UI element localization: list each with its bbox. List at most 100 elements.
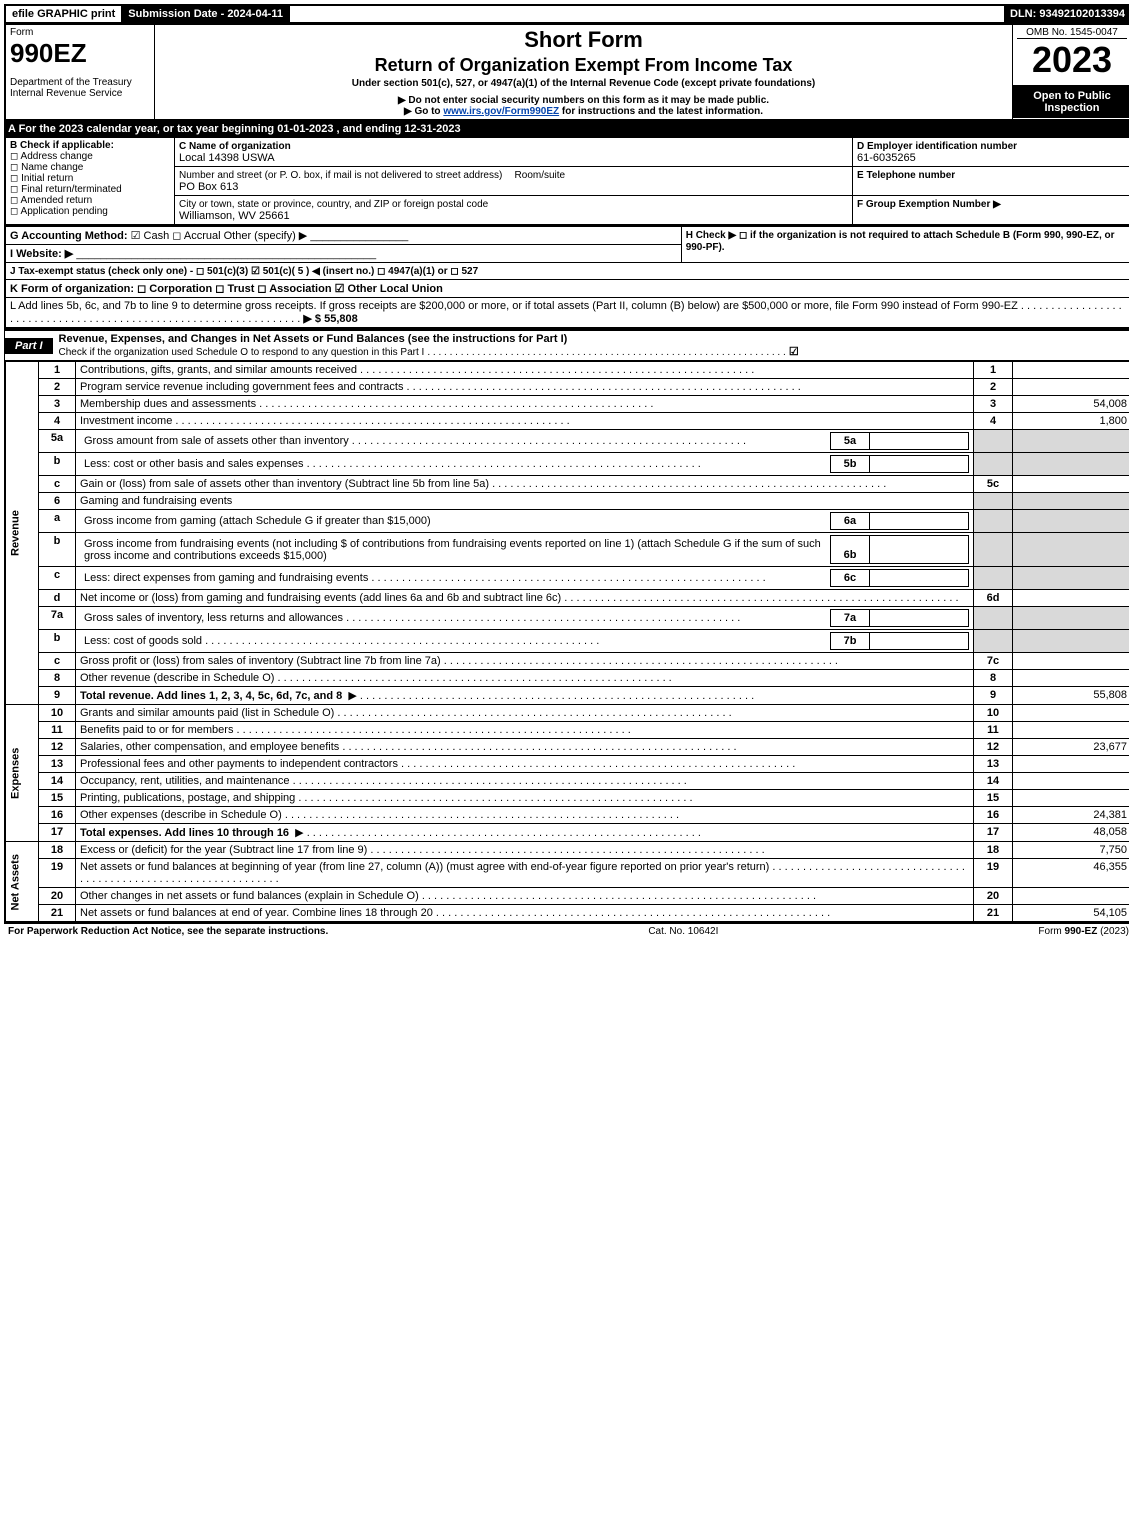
part1-sub: Check if the organization used Schedule …	[59, 347, 425, 358]
line7c-val	[1013, 653, 1129, 670]
line6a-mid: 6a	[831, 513, 870, 530]
footer-left: For Paperwork Reduction Act Notice, see …	[8, 926, 328, 937]
footer-mid: Cat. No. 10642I	[648, 926, 718, 937]
line17-val: 48,058	[1013, 824, 1129, 842]
line1-num: 1	[974, 362, 1013, 379]
line14-num: 14	[974, 773, 1013, 790]
h-label: H Check ▶ ◻ if the organization is not r…	[686, 230, 1115, 253]
line7b-text: Less: cost of goods sold	[84, 635, 202, 647]
line15-text: Printing, publications, postage, and shi…	[80, 792, 295, 804]
line21-num: 21	[974, 905, 1013, 923]
line21-val: 54,105	[1013, 905, 1129, 923]
d-label: D Employer identification number	[857, 141, 1017, 152]
line12-val: 23,677	[1013, 739, 1129, 756]
line6c-mval	[870, 570, 969, 587]
sub3-pre: ▶ Go to	[404, 106, 443, 117]
subtitle-3: ▶ Go to www.irs.gov/Form990EZ for instru…	[159, 106, 1008, 117]
line7a-mid: 7a	[831, 610, 870, 627]
chk-amended: ◻ Amended return	[10, 195, 170, 206]
irs-link[interactable]: www.irs.gov/Form990EZ	[443, 106, 559, 117]
line11-num: 11	[974, 722, 1013, 739]
k-label: K Form of organization: ◻ Corporation ◻ …	[10, 283, 443, 295]
line18-text: Excess or (deficit) for the year (Subtra…	[80, 844, 367, 856]
city-label: City or town, state or province, country…	[179, 199, 488, 210]
expenses-label: Expenses	[5, 705, 39, 842]
page-footer: For Paperwork Reduction Act Notice, see …	[4, 923, 1129, 939]
line6-text: Gaming and fundraising events	[80, 495, 232, 507]
line9-text: Total revenue. Add lines 1, 2, 3, 4, 5c,…	[80, 690, 342, 702]
line10-text: Grants and similar amounts paid (list in…	[80, 707, 334, 719]
tax-year: 2023	[1017, 39, 1127, 81]
line5c-val	[1013, 476, 1129, 493]
line12-text: Salaries, other compensation, and employ…	[80, 741, 339, 753]
g-label: G Accounting Method:	[10, 230, 128, 242]
revenue-label: Revenue	[5, 362, 39, 705]
title-short-form: Short Form	[159, 27, 1008, 53]
footer-right: Form 990-EZ (2023)	[1038, 926, 1129, 937]
subtitle-2: ▶ Do not enter social security numbers o…	[159, 95, 1008, 106]
meta-table: B Check if applicable: ◻ Address change …	[4, 137, 1129, 226]
line18-num: 18	[974, 842, 1013, 859]
line8-text: Other revenue (describe in Schedule O)	[80, 672, 274, 684]
line5b-mval	[870, 456, 969, 473]
g-cash: ☑ Cash	[131, 230, 170, 242]
line16-text: Other expenses (describe in Schedule O)	[80, 809, 282, 821]
line2-num: 2	[974, 379, 1013, 396]
sub3-post: for instructions and the latest informat…	[559, 106, 763, 117]
line17-num: 17	[974, 824, 1013, 842]
title-return: Return of Organization Exempt From Incom…	[159, 55, 1008, 76]
line13-val	[1013, 756, 1129, 773]
part1-header: Part I Revenue, Expenses, and Changes in…	[4, 329, 1129, 361]
line8-val	[1013, 670, 1129, 687]
line4-val: 1,800	[1013, 413, 1129, 430]
line6c-mid: 6c	[831, 570, 870, 587]
line3-val: 54,008	[1013, 396, 1129, 413]
line6b-mid: 6b	[831, 536, 870, 564]
g-other: Other (specify) ▶	[224, 230, 308, 242]
line2-text: Program service revenue including govern…	[80, 381, 403, 393]
line5a-mid: 5a	[831, 433, 870, 450]
line18-val: 7,750	[1013, 842, 1129, 859]
line5c-num: 5c	[974, 476, 1013, 493]
chk-final: ◻ Final return/terminated	[10, 184, 170, 195]
top-bar: efile GRAPHIC print Submission Date - 20…	[4, 4, 1129, 24]
line5b-mid: 5b	[831, 456, 870, 473]
l-amount: ▶ $ 55,808	[303, 313, 357, 325]
line15-val	[1013, 790, 1129, 807]
line9-val: 55,808	[1013, 687, 1129, 705]
line16-val: 24,381	[1013, 807, 1129, 824]
line12-num: 12	[974, 739, 1013, 756]
line7b-mval	[870, 633, 969, 650]
chk-pending: ◻ Application pending	[10, 206, 170, 217]
efile-label: efile GRAPHIC print	[6, 6, 122, 22]
line15-num: 15	[974, 790, 1013, 807]
line6a-text: Gross income from gaming (attach Schedul…	[84, 515, 431, 527]
submission-date: Submission Date - 2024-04-11	[122, 6, 290, 22]
line7a-text: Gross sales of inventory, less returns a…	[84, 612, 343, 624]
chk-initial: ◻ Initial return	[10, 173, 170, 184]
street-value: PO Box 613	[179, 181, 238, 193]
part1-title: Revenue, Expenses, and Changes in Net As…	[59, 333, 568, 345]
line13-text: Professional fees and other payments to …	[80, 758, 398, 770]
org-name: Local 14398 USWA	[179, 152, 275, 164]
line7c-text: Gross profit or (loss) from sales of inv…	[80, 655, 441, 667]
line5a-mval	[870, 433, 969, 450]
line3-text: Membership dues and assessments	[80, 398, 256, 410]
subtitle-1: Under section 501(c), 527, or 4947(a)(1)…	[159, 78, 1008, 89]
line1-text: Contributions, gifts, grants, and simila…	[80, 364, 357, 376]
form-header: Form 990EZ Department of the Treasury In…	[4, 24, 1129, 121]
line6c-text: Less: direct expenses from gaming and fu…	[84, 572, 368, 584]
city-value: Williamson, WV 25661	[179, 210, 290, 222]
dln-label: DLN: 93492102013394	[1004, 6, 1129, 22]
line7c-num: 7c	[974, 653, 1013, 670]
e-label: E Telephone number	[857, 170, 955, 181]
i-label: I Website: ▶	[10, 248, 73, 260]
topbar-spacer	[290, 6, 1004, 22]
line20-val	[1013, 888, 1129, 905]
line19-val: 46,355	[1013, 859, 1129, 888]
line10-num: 10	[974, 705, 1013, 722]
dept-treasury: Department of the Treasury	[10, 77, 150, 88]
chk-name: ◻ Name change	[10, 162, 170, 173]
omb-number: OMB No. 1545-0047	[1017, 27, 1127, 39]
line11-val	[1013, 722, 1129, 739]
